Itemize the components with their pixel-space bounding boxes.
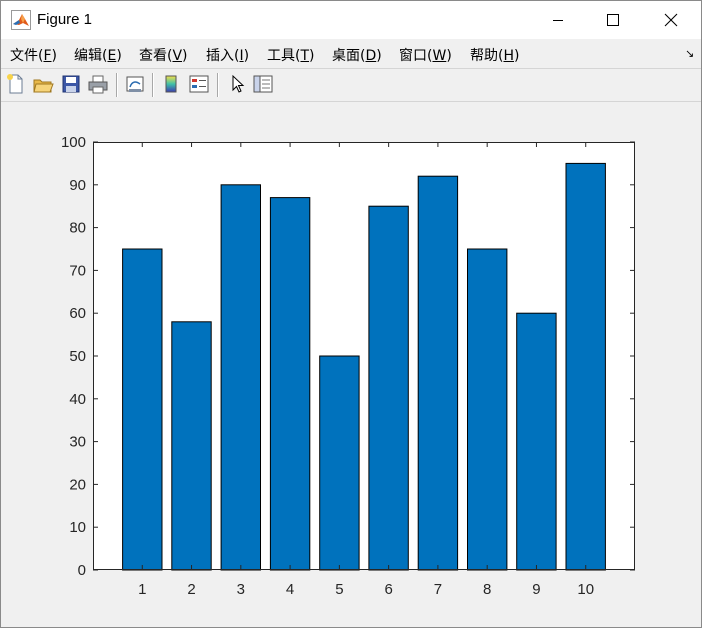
menu-file[interactable]: 文件(F)	[10, 48, 57, 64]
menu-bar: 文件(F) 编辑(E) 查看(V) 插入(I) 工具(T) 桌面(D) 窗口(W…	[1, 39, 701, 67]
y-tick-label: 0	[78, 562, 86, 579]
open-file-icon[interactable]	[32, 73, 54, 95]
bar-10	[565, 162, 606, 571]
insert-colorbar-icon[interactable]	[160, 73, 182, 95]
y-tick-label: 30	[69, 434, 86, 451]
bar-9	[516, 312, 557, 571]
x-tick-label: 7	[434, 581, 442, 598]
y-tick-label: 80	[69, 220, 86, 237]
menu-help[interactable]: 帮助(H)	[470, 48, 520, 64]
x-tick-label: 9	[532, 581, 540, 598]
maximize-button[interactable]	[590, 1, 636, 39]
toolbar-separator	[152, 73, 154, 97]
bar-6	[368, 205, 409, 571]
toolbar-separator	[116, 73, 118, 97]
x-tick-label: 6	[384, 581, 392, 598]
minimize-icon	[553, 20, 563, 21]
y-tick-label: 90	[69, 177, 86, 194]
x-tick-label: 4	[286, 581, 294, 598]
menu-desktop[interactable]: 桌面(D)	[332, 48, 382, 64]
menu-view[interactable]: 查看(V)	[139, 48, 188, 64]
insert-legend-icon[interactable]	[188, 73, 210, 95]
bar-8	[467, 248, 508, 571]
bars-layer	[122, 162, 606, 571]
bar-2	[171, 321, 212, 571]
menu-window[interactable]: 窗口(W)	[399, 48, 452, 64]
window-title: Figure 1	[37, 11, 93, 28]
save-icon[interactable]	[60, 73, 82, 95]
matlab-logo-icon	[11, 10, 31, 30]
y-tick-label: 50	[69, 348, 86, 365]
axes-box	[93, 142, 635, 570]
title-bar[interactable]: Figure 1	[1, 1, 701, 39]
x-tick-label: 2	[187, 581, 195, 598]
print-icon[interactable]	[87, 73, 109, 95]
menu-tools[interactable]: 工具(T)	[267, 48, 315, 64]
minimize-button[interactable]	[535, 1, 581, 39]
y-tick-label: 10	[69, 519, 86, 536]
menu-edit[interactable]: 编辑(E)	[74, 48, 122, 64]
bar-7	[417, 175, 459, 571]
x-tick-label: 8	[483, 581, 491, 598]
edit-plot-pointer-icon[interactable]	[226, 73, 248, 95]
new-figure-icon[interactable]	[5, 73, 27, 95]
close-button[interactable]	[648, 1, 694, 39]
x-tick-label: 1	[138, 581, 146, 598]
x-tick-label: 3	[237, 581, 245, 598]
bar-3	[220, 184, 262, 571]
property-inspector-icon[interactable]	[252, 73, 274, 95]
figure-canvas[interactable]: 1 2 3 4 5 6 7 8 9 10 0 10 20 30 40 50 60 70 80 90 100	[1, 102, 701, 627]
toolbar	[1, 68, 701, 102]
menu-insert[interactable]: 插入(I)	[206, 48, 250, 64]
y-tick-label: 100	[61, 134, 86, 151]
x-tick-label: 5	[335, 581, 343, 598]
y-tick-label: 20	[69, 476, 86, 493]
toolbar-separator	[217, 73, 219, 97]
bar-5	[319, 355, 360, 571]
y-tick-label: 60	[69, 305, 86, 322]
dock-arrow-icon[interactable]: ↘	[685, 47, 695, 60]
y-tick-label: 70	[69, 262, 86, 279]
bar-4	[269, 197, 311, 571]
maximize-icon	[607, 14, 619, 26]
bar-1	[122, 248, 163, 571]
close-icon	[664, 13, 678, 27]
link-plot-icon[interactable]	[124, 73, 146, 95]
y-tick-label: 40	[69, 391, 86, 408]
x-tick-label: 10	[577, 581, 594, 598]
